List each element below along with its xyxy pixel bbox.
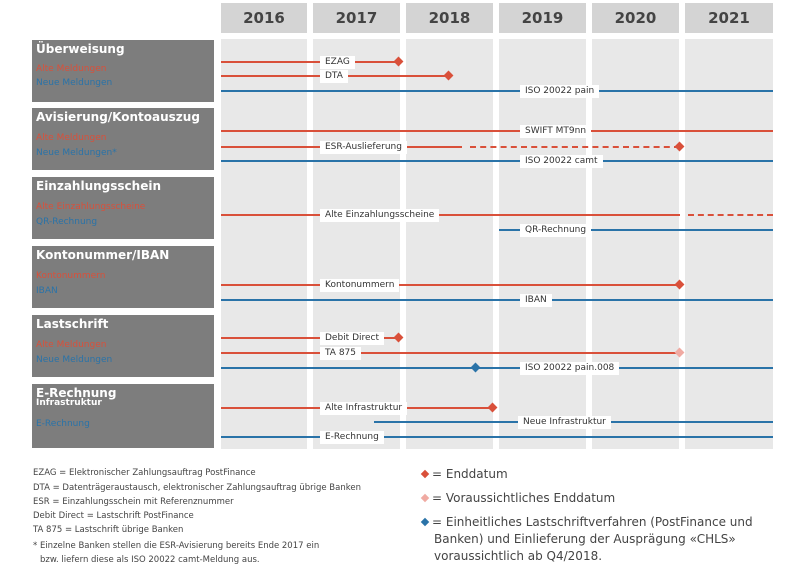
timeline-bar bbox=[221, 352, 681, 354]
section-title: E-Rechnung bbox=[36, 386, 117, 400]
timeline-bar bbox=[221, 299, 773, 301]
chls-marker-icon bbox=[420, 517, 430, 527]
section-subtitle: Kontonummern bbox=[36, 271, 106, 281]
timeline-label: ISO 20022 camt bbox=[520, 155, 603, 168]
year-column bbox=[592, 39, 679, 449]
year-column bbox=[685, 39, 773, 449]
year-header: 2017 bbox=[313, 3, 400, 33]
timeline-label: QR-Rechnung bbox=[520, 224, 592, 237]
timeline-dashed-bar bbox=[469, 146, 681, 148]
section-subtitle: Neue Meldungen* bbox=[36, 148, 117, 158]
timeline-label: Neue Infrastruktur bbox=[518, 416, 611, 429]
section-subtitle: Alte Einzahlungsscheine bbox=[36, 202, 146, 212]
timeline-label: EZAG bbox=[320, 56, 355, 69]
section-panel: Einzahlungsschein Alte Einzahlungsscheine… bbox=[32, 177, 214, 239]
section-subtitle: QR-Rechnung bbox=[36, 217, 98, 227]
timeline-bar bbox=[221, 214, 681, 216]
expected-end-marker-icon bbox=[420, 493, 430, 503]
timeline-label: ESR-Auslieferung bbox=[320, 141, 407, 154]
timeline-bar bbox=[221, 337, 400, 339]
timeline-dashed-bar bbox=[688, 214, 773, 216]
section-subtitle: Alte Meldungen bbox=[36, 340, 107, 350]
timeline-label: TA 875 bbox=[320, 347, 361, 360]
footnote: bzw. liefern diese als ISO 20022 camt-Me… bbox=[40, 555, 260, 565]
legend-item: = Voraussichtliches Enddatum bbox=[420, 490, 750, 507]
footnote: EZAG = Elektronischer Zahlungsauftrag Po… bbox=[33, 468, 256, 478]
timeline-label: ISO 20022 pain bbox=[520, 85, 600, 98]
timeline-label: ISO 20022 pain.008 bbox=[520, 362, 620, 375]
section-title: Überweisung bbox=[36, 42, 125, 56]
legend-text: = Enddatum bbox=[432, 467, 508, 481]
section-subtitle: Neue Meldungen bbox=[36, 78, 113, 88]
year-header: 2018 bbox=[406, 3, 493, 33]
section-subtitle: Infrastruktur bbox=[36, 398, 102, 408]
section-subtitle: IBAN bbox=[36, 286, 58, 296]
timeline-label: E-Rechnung bbox=[320, 431, 384, 444]
timeline-label: Debit Direct bbox=[320, 332, 385, 345]
timeline-bar bbox=[221, 61, 400, 63]
year-column bbox=[499, 39, 586, 449]
timeline-bar bbox=[221, 130, 773, 132]
section-panel: Avisierung/Kontoauszug Alte Meldungen Neue… bbox=[32, 108, 214, 170]
footnote: Debit Direct = Lastschrift PostFinance bbox=[33, 511, 194, 521]
timeline-label: SWIFT MT9nn bbox=[520, 125, 592, 138]
timeline-label: Kontonummern bbox=[320, 279, 400, 292]
end-date-marker-icon bbox=[420, 469, 430, 479]
year-header: 2016 bbox=[221, 3, 307, 33]
section-subtitle: Neue Meldungen bbox=[36, 355, 113, 365]
year-header: 2019 bbox=[499, 3, 586, 33]
section-subtitle: Alte Meldungen bbox=[36, 64, 107, 74]
timeline-label: Alte Infrastruktur bbox=[320, 402, 408, 415]
section-title: Avisierung/Kontoauszug bbox=[36, 110, 200, 124]
timeline-bar bbox=[499, 229, 773, 231]
footnote: DTA = Datenträgeraustausch, elektronisch… bbox=[33, 483, 361, 493]
footnote: * Einzelne Banken stellen die ESR-Avisie… bbox=[33, 541, 320, 551]
section-title: Einzahlungsschein bbox=[36, 179, 162, 193]
year-header: 2021 bbox=[685, 3, 773, 33]
section-title: Kontonummer/IBAN bbox=[36, 248, 170, 262]
section-subtitle: Alte Meldungen bbox=[36, 133, 107, 143]
year-header: 2020 bbox=[592, 3, 679, 33]
timeline-label: IBAN bbox=[520, 294, 552, 307]
footnote: ESR = Einzahlungsschein mit Referenznumm… bbox=[33, 497, 234, 507]
timeline-bar bbox=[221, 160, 773, 162]
section-title: Lastschrift bbox=[36, 317, 109, 331]
legend-text: = Voraussichtliches Enddatum bbox=[432, 491, 616, 505]
section-panel: Lastschrift Alte Meldungen Neue Meldungen bbox=[32, 315, 214, 377]
section-panel: E-Rechnung Infrastruktur E-Rechnung bbox=[32, 384, 214, 448]
timeline-label: DTA bbox=[320, 70, 348, 83]
year-column bbox=[406, 39, 493, 449]
legend-text: = Einheitliches Lastschriftverfahren (Po… bbox=[432, 515, 753, 563]
timeline-label: Alte Einzahlungsscheine bbox=[320, 209, 440, 222]
section-panel: Überweisung Alte Meldungen Neue Meldungen bbox=[32, 40, 214, 102]
timeline-bar bbox=[221, 367, 773, 369]
timeline-bar bbox=[221, 284, 681, 286]
legend-item: = Einheitliches Lastschriftverfahren (Po… bbox=[420, 514, 799, 565]
timeline-bar bbox=[221, 90, 773, 92]
section-subtitle: E-Rechnung bbox=[36, 419, 90, 429]
footnote: TA 875 = Lastschrift übrige Banken bbox=[33, 525, 184, 535]
legend-item: = Enddatum bbox=[420, 466, 750, 483]
year-column bbox=[313, 39, 400, 449]
year-column bbox=[221, 39, 307, 449]
section-panel: Kontonummer/IBAN Kontonummern IBAN bbox=[32, 246, 214, 308]
timeline-bar bbox=[221, 436, 773, 438]
